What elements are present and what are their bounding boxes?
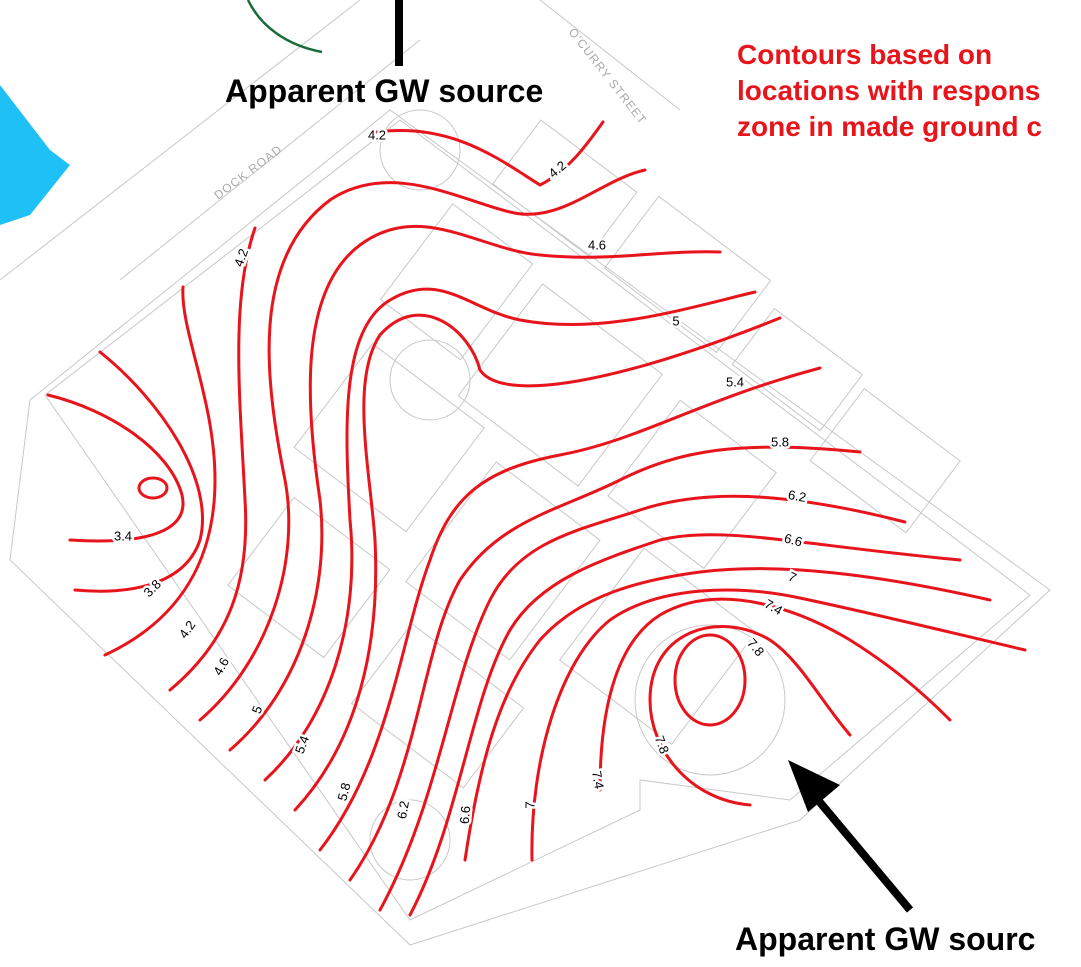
road-edge (119, 39, 421, 281)
contour-label: 6.2 (787, 487, 807, 505)
green-line (246, 0, 323, 54)
contour (73, 350, 204, 593)
contour (103, 285, 217, 657)
outer-boundary (9, 109, 1051, 946)
contour-label: 7.4 (589, 770, 607, 790)
contour-label: 5 (249, 704, 266, 716)
source-label: Apparent GW source (225, 73, 543, 109)
contour (137, 476, 169, 500)
arrow-shaft (814, 797, 914, 913)
contour (673, 633, 747, 727)
contour-label: 7 (786, 569, 799, 586)
tank (379, 109, 461, 191)
site-boundary (44, 119, 1031, 921)
contour (318, 366, 822, 852)
note-line: locations with respons (737, 75, 1040, 106)
site-plan (0, 0, 1051, 946)
contour (530, 588, 1027, 862)
contour-label: 4.2 (176, 618, 199, 641)
contour (228, 224, 722, 752)
building (731, 307, 864, 432)
contour-label: 6.6 (783, 530, 804, 549)
contour-label: 6.6 (457, 805, 474, 824)
contour-label: 4.2 (368, 127, 386, 142)
contour (263, 287, 757, 782)
tank (369, 799, 451, 881)
street-label: DOCK ROAD (211, 142, 285, 202)
building (809, 388, 961, 534)
building (607, 399, 777, 570)
building (603, 195, 772, 354)
road-edge (0, 0, 361, 281)
building (457, 283, 664, 487)
contour-label: 5 (672, 313, 679, 328)
building (405, 461, 601, 661)
contour-label: 5.4 (726, 374, 744, 389)
note-line: zone in made ground c (737, 111, 1042, 142)
contour (648, 625, 852, 807)
road-edge (539, 0, 681, 111)
contour-labels: 4.2 4.2 4.6 5 5.4 5.8 6.2 6.6 7 7.4 7.8 … (111, 125, 809, 827)
contour (368, 120, 605, 187)
contour-label: 4.2 (546, 158, 569, 181)
contour (348, 445, 862, 882)
contour (378, 494, 907, 912)
contour (598, 597, 952, 792)
contour-label: 7.8 (652, 734, 672, 756)
contours (46, 120, 1027, 917)
contour (293, 313, 782, 812)
contour-label: 5.8 (771, 434, 789, 449)
building (293, 342, 485, 533)
note-line: Contours based on (737, 39, 992, 70)
water-body (0, 85, 70, 225)
source-label: Apparent GW sourc (735, 921, 1035, 957)
contour-label: 4.6 (210, 655, 232, 678)
contour-label: 6.2 (394, 800, 412, 820)
contour (408, 533, 962, 917)
building (492, 119, 638, 257)
contour-label: 4.6 (588, 237, 606, 252)
contour (463, 567, 992, 862)
contour (198, 168, 647, 722)
buildings (227, 119, 961, 789)
contour (46, 393, 185, 543)
tank (634, 624, 786, 776)
source-pointer (395, 0, 403, 66)
tank (389, 339, 471, 421)
contour-label: 7 (522, 801, 537, 808)
building (227, 496, 391, 659)
contour (168, 226, 257, 692)
contour-label: 5.4 (292, 734, 312, 756)
arrow-head (788, 760, 840, 812)
contour-label: 7.8 (744, 636, 767, 659)
contour-label: 7.4 (762, 596, 785, 618)
contour-label: 3.4 (114, 528, 132, 543)
